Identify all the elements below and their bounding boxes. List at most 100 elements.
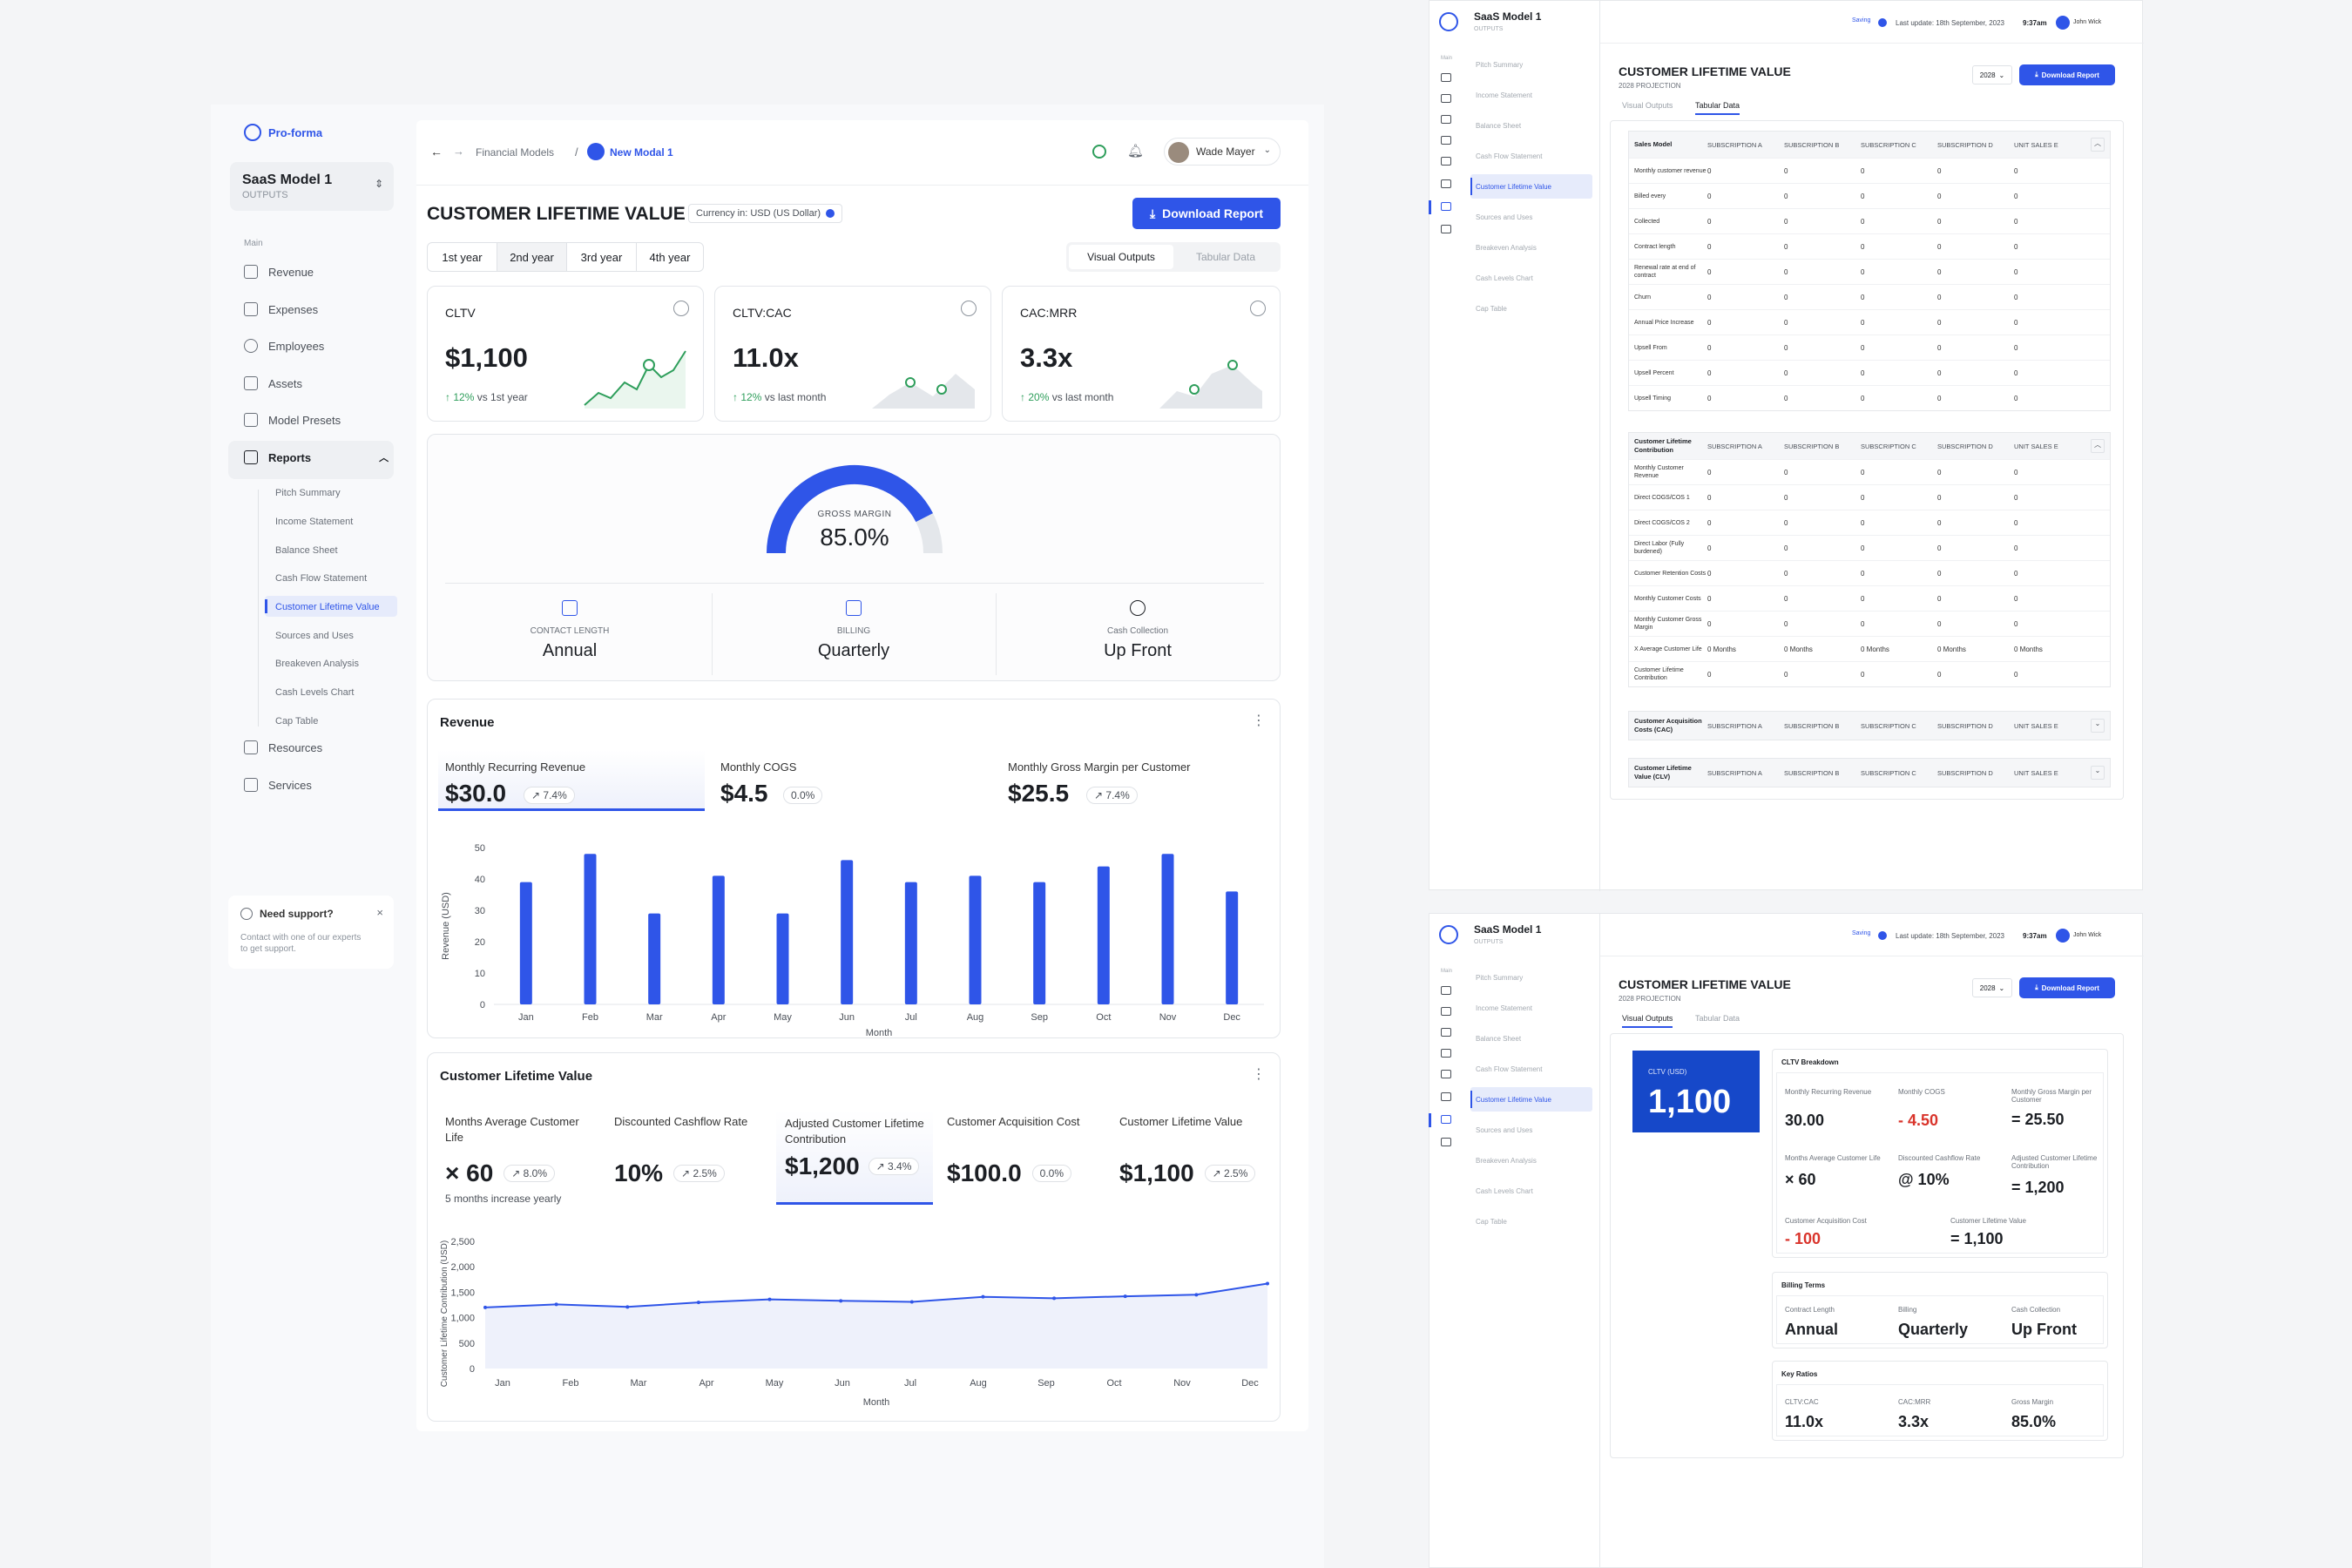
sub-item-breakeven[interactable]: Breakeven Analysis	[275, 659, 359, 669]
metric-months-life[interactable]: Months Average Customer Life × 60 ↗ 8.0% …	[445, 1115, 579, 1205]
table-cell[interactable]: 0	[1861, 619, 1865, 628]
metric-cogs[interactable]: Monthly COGS $4.5 0.0%	[713, 750, 975, 811]
avatar[interactable]	[2056, 929, 2070, 943]
table-cell[interactable]: 0	[1784, 192, 1788, 200]
users-icon[interactable]	[1441, 136, 1451, 145]
table-cell[interactable]: 0	[2014, 619, 2018, 628]
table-cell[interactable]: 0	[2014, 267, 2018, 276]
sub-item-cap-table[interactable]: Cap Table	[275, 716, 319, 727]
table-cell[interactable]: 0	[1937, 192, 1942, 200]
download-report-button[interactable]: ⤓ Download Report	[2019, 64, 2115, 85]
table-cell[interactable]: 0	[1784, 468, 1788, 476]
table-cell[interactable]: 0	[1707, 217, 1712, 226]
table-cell[interactable]: 0	[1784, 267, 1788, 276]
point-apr[interactable]	[696, 1301, 700, 1305]
user-name[interactable]: John Wick	[2073, 19, 2102, 25]
table-cell[interactable]: 0	[1784, 293, 1788, 301]
bar-nov[interactable]	[1161, 854, 1174, 1004]
table-cell[interactable]: 0	[1861, 318, 1865, 327]
table-cell[interactable]: 0	[2014, 318, 2018, 327]
table-cell[interactable]: 0	[1861, 493, 1865, 502]
info-icon[interactable]	[673, 301, 689, 316]
table-cell[interactable]: 0	[2014, 518, 2018, 527]
table-cell[interactable]: 0	[2014, 670, 2018, 679]
nav-balance-sheet[interactable]: Balance Sheet	[1476, 1035, 1522, 1043]
sidebar-item-reports[interactable]	[228, 441, 394, 479]
table-cell[interactable]: 0	[1784, 518, 1788, 527]
table-cell[interactable]: 0	[1861, 242, 1865, 251]
metric-mrr[interactable]: Monthly Recurring Revenue $30.0 ↗ 7.4%	[438, 750, 705, 811]
nav-pitch-summary[interactable]: Pitch Summary	[1476, 974, 1524, 982]
point-jan[interactable]	[483, 1305, 487, 1309]
table-cell[interactable]: 0	[2014, 594, 2018, 603]
tab-tabular-data[interactable]: Tabular Data	[1195, 251, 1256, 263]
nav-balance-sheet[interactable]: Balance Sheet	[1476, 122, 1522, 130]
table-cell[interactable]: 0	[1707, 394, 1712, 402]
presets-icon[interactable]	[1441, 1092, 1451, 1101]
breadcrumb-financial-models[interactable]: Financial Models	[476, 146, 555, 159]
table-cell[interactable]: 0	[1707, 293, 1712, 301]
bar-aug[interactable]	[969, 875, 982, 1004]
bar-apr[interactable]	[712, 875, 725, 1004]
table-cell[interactable]: 0	[1861, 293, 1865, 301]
tab-2nd-year[interactable]: 2nd year	[497, 243, 567, 271]
table-cell[interactable]: 0	[1937, 670, 1942, 679]
calendar-icon[interactable]	[1441, 115, 1451, 124]
table-cell[interactable]: 0 Months	[1707, 645, 1736, 653]
table-cell[interactable]: 0	[1861, 468, 1865, 476]
sub-item-cash-levels[interactable]: Cash Levels Chart	[275, 687, 355, 698]
document-icon[interactable]	[1441, 1138, 1451, 1146]
tab-1st-year[interactable]: 1st year	[428, 243, 497, 271]
point-nov[interactable]	[1194, 1293, 1199, 1297]
nav-customer-lifetime-value[interactable]: Customer Lifetime Value	[1476, 1096, 1551, 1104]
brand[interactable]: Pro-forma	[244, 124, 322, 141]
bar-sep[interactable]	[1033, 882, 1046, 1004]
table-cell[interactable]: 0	[1784, 569, 1788, 578]
info-icon[interactable]	[1250, 301, 1266, 316]
sidebar-item-resources[interactable]: Resources	[244, 740, 322, 754]
nav-income-statement[interactable]: Income Statement	[1476, 1004, 1532, 1012]
table-cell[interactable]: 0	[1707, 267, 1712, 276]
tab-4th-year[interactable]: 4th year	[649, 250, 691, 264]
nav-sources-uses[interactable]: Sources and Uses	[1476, 1126, 1533, 1134]
sub-item-balance-sheet[interactable]: Balance Sheet	[275, 545, 338, 556]
metric-cac[interactable]: Customer Acquisition Cost $100.0 0.0%	[947, 1115, 1080, 1186]
tab-3rd-year[interactable]: 3rd year	[567, 243, 637, 271]
chart-icon[interactable]	[1441, 73, 1451, 82]
point-oct[interactable]	[1123, 1294, 1127, 1299]
breadcrumb-current[interactable]: New Modal 1	[610, 146, 673, 159]
point-jun[interactable]	[839, 1299, 843, 1303]
table-cell[interactable]: 0	[2014, 217, 2018, 226]
table-cell[interactable]: 0	[1784, 166, 1788, 175]
table-cell[interactable]: 0	[1937, 368, 1942, 377]
sidebar-item-assets[interactable]: Assets	[244, 376, 302, 390]
sub-item-sources-uses[interactable]: Sources and Uses	[275, 631, 354, 641]
table-cell[interactable]: 0	[1861, 518, 1865, 527]
table-cell[interactable]: 0	[2014, 343, 2018, 352]
bar-jul[interactable]	[904, 882, 917, 1004]
sliders-icon[interactable]	[1441, 157, 1451, 166]
point-aug[interactable]	[981, 1294, 985, 1299]
bar-may[interactable]	[776, 913, 789, 1004]
table-cell[interactable]: 0	[1861, 368, 1865, 377]
tab-tabular-data[interactable]: Tabular Data	[1695, 101, 1740, 115]
table-cell[interactable]: 0	[1784, 670, 1788, 679]
reports-icon[interactable]	[1441, 202, 1451, 211]
presets-icon[interactable]	[1441, 179, 1451, 188]
user-menu[interactable]: Wade Mayer ⌄	[1164, 138, 1281, 166]
nav-cash-flow[interactable]: Cash Flow Statement	[1476, 152, 1543, 160]
sub-item-income-statement[interactable]: Income Statement	[275, 517, 354, 527]
table-cell[interactable]: 0	[1861, 594, 1865, 603]
forward-arrow-icon[interactable]: →	[453, 145, 464, 158]
table-cell[interactable]: 0	[2014, 468, 2018, 476]
table-cell[interactable]: 0	[1937, 318, 1942, 327]
table-cell[interactable]: 0	[1784, 493, 1788, 502]
table-cell[interactable]: 0	[2014, 368, 2018, 377]
user-name[interactable]: John Wick	[2073, 932, 2102, 938]
back-arrow-icon[interactable]: ←	[430, 145, 443, 159]
chart-icon[interactable]	[1441, 986, 1451, 995]
table-cell[interactable]: 0 Months	[2014, 645, 2043, 653]
table-cell[interactable]: 0	[1937, 217, 1942, 226]
document-icon[interactable]	[1441, 225, 1451, 233]
table-cell[interactable]: 0	[1707, 670, 1712, 679]
